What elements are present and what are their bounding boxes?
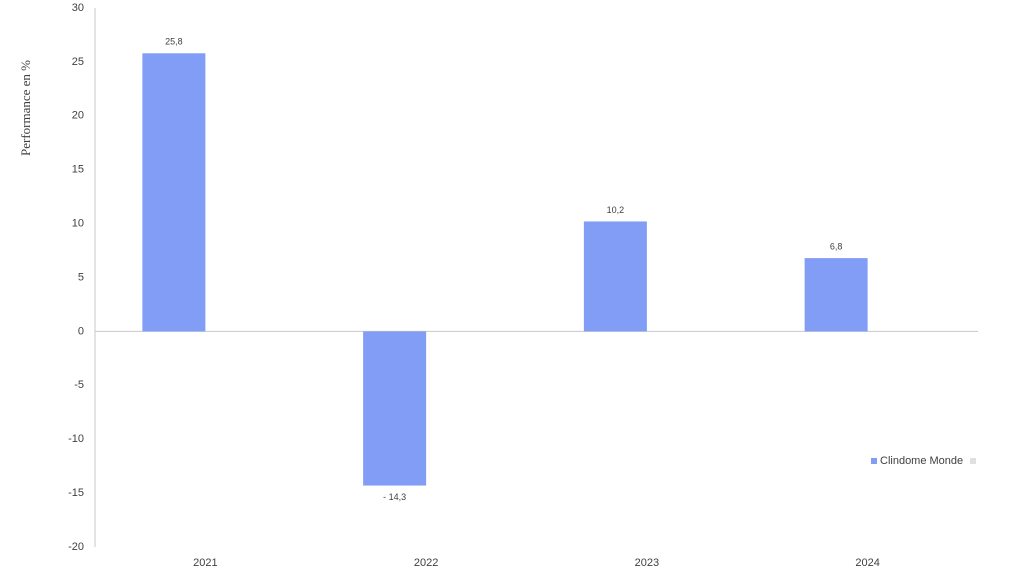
bar (142, 53, 206, 332)
y-tick-label: 30 (72, 2, 84, 14)
bar (363, 331, 427, 486)
y-tick-label: 15 (72, 164, 84, 176)
y-tick-label: 20 (72, 110, 84, 122)
legend-label: Clindome Monde (880, 455, 963, 467)
legend-swatch-empty (970, 458, 976, 464)
x-tick-label: 2023 (635, 557, 659, 569)
y-tick-label: 0 (78, 325, 84, 337)
y-tick-label: -20 (68, 541, 84, 553)
y-tick-label: 5 (78, 271, 84, 283)
bar (583, 221, 647, 332)
legend-swatch (871, 458, 877, 464)
y-tick-label: -5 (74, 379, 84, 391)
data-label: 25,8 (165, 37, 183, 47)
x-tick-label: 2022 (414, 557, 438, 569)
y-tick-label: -10 (68, 433, 84, 445)
x-tick-label: 2024 (855, 557, 879, 569)
data-label: 10,2 (607, 205, 625, 215)
y-tick-label: 10 (72, 218, 84, 230)
bar (804, 258, 868, 332)
data-label: - 14,3 (383, 492, 406, 502)
x-tick-label: 2021 (193, 557, 217, 569)
y-tick-label: -15 (68, 487, 84, 499)
data-label: 6,8 (830, 241, 843, 251)
y-axis-label: Performance en % (18, 60, 33, 156)
y-tick-label: 25 (72, 56, 84, 68)
